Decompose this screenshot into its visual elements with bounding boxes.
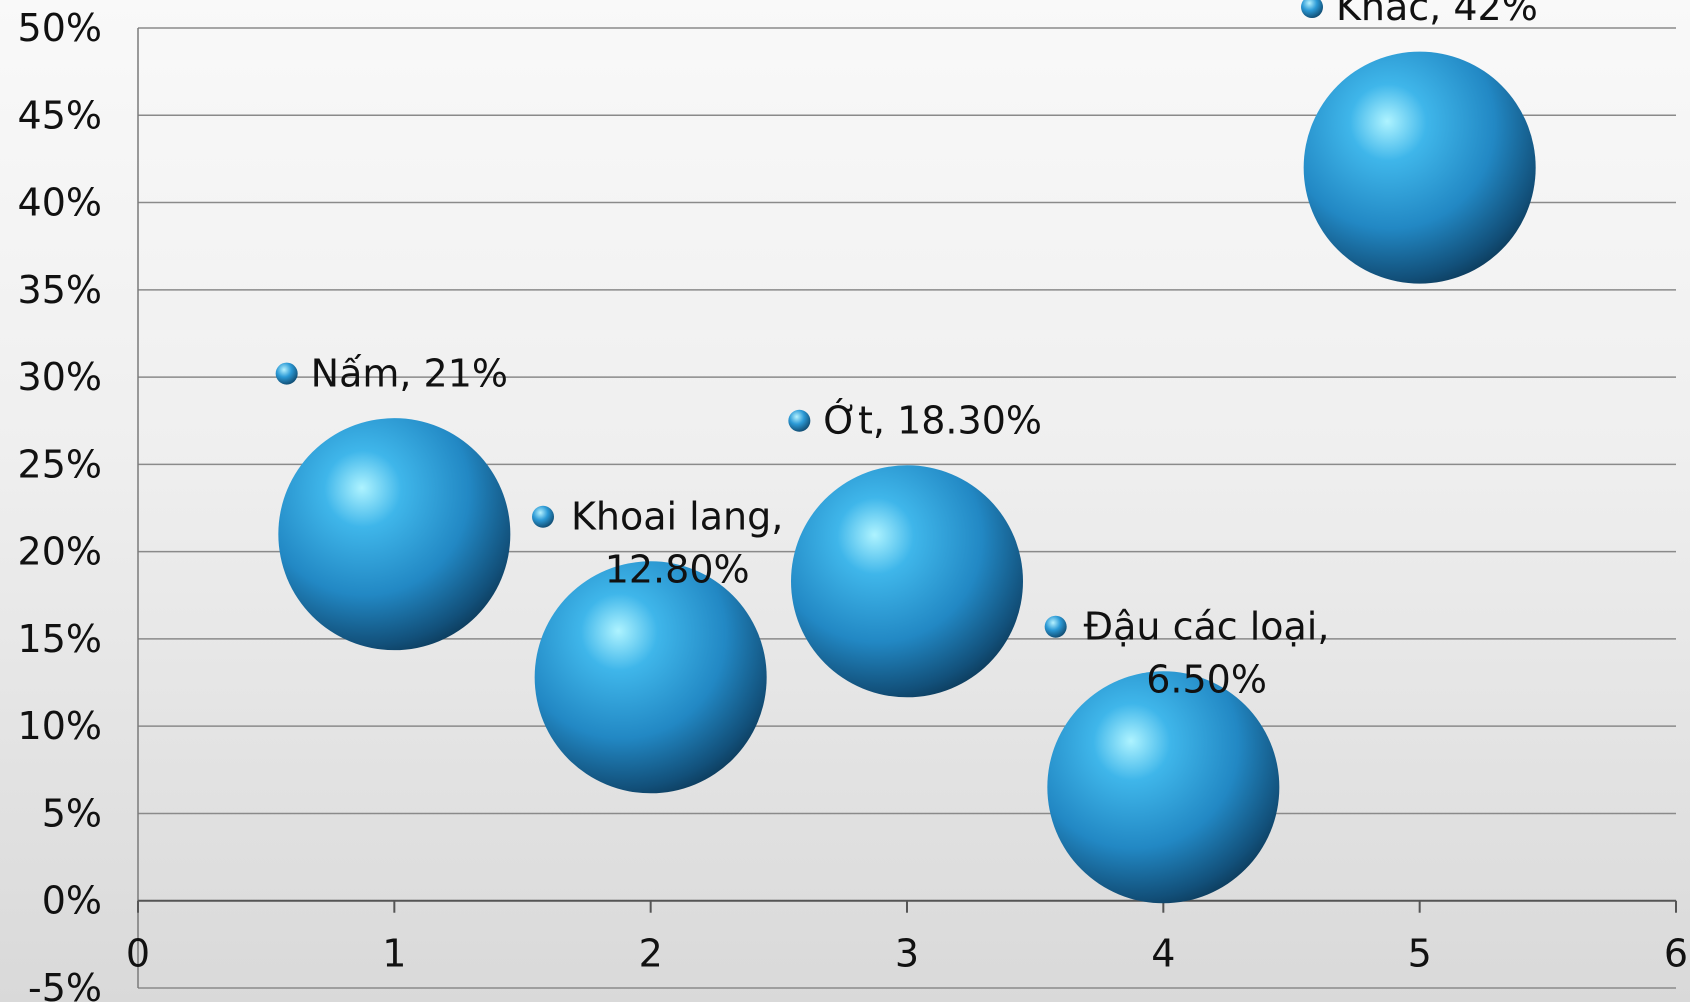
y-tick-label: 35% [18,268,102,312]
x-tick-label: 1 [382,932,406,976]
bubble-series [278,51,1536,904]
bubble-point [791,465,1023,698]
y-tick-label: 30% [18,355,102,399]
legend-marker-icon [1301,0,1324,19]
data-label-value: 12.80% [605,548,750,592]
legend-marker-icon [788,409,811,432]
legend-marker-icon [1044,615,1067,638]
y-tick-label: 10% [18,704,102,748]
y-tick-label: 5% [42,791,102,835]
y-tick-label: 45% [18,93,102,137]
data-label: Ớt, 18.30% [823,399,1042,443]
y-tick-label: 20% [18,530,102,574]
x-tick-label: 3 [895,932,919,976]
x-tick-label: 2 [639,932,663,976]
bubble-point [1047,671,1280,904]
x-tick-label: 4 [1151,932,1175,976]
y-tick-label: 40% [18,181,102,225]
data-label: Đậu các loại, [1084,605,1330,649]
x-tick-label: 5 [1408,932,1432,976]
data-label: Khác, 42% [1336,0,1538,29]
legend-marker-icon [532,505,555,528]
bubble-point [278,418,511,651]
axes: -5% 0% 5% 10% 15% 20% 25% 30% 35% 40% 45% 50% 0 1 2 3 4 5… [18,6,1689,1002]
legend-marker-icon [275,362,298,385]
y-tick-label: 50% [18,6,102,50]
data-label: Khoai lang, [571,495,783,539]
data-label: Nấm, 21% [311,352,508,396]
data-label-value: 6.50% [1146,658,1267,702]
x-tick-label: 6 [1664,932,1688,976]
y-tick-label: -5% [28,966,102,1002]
bubble-point [1303,51,1536,284]
y-tick-label: 15% [18,617,102,661]
data-labels: Nấm, 21% Khoai lang, 12.80% Ớt, 18.30% Đậu c… [275,0,1538,702]
y-tick-label: 0% [42,879,102,923]
bubble-point [534,561,767,794]
y-tick-label: 25% [18,442,102,486]
x-tick-label: 0 [126,932,150,976]
